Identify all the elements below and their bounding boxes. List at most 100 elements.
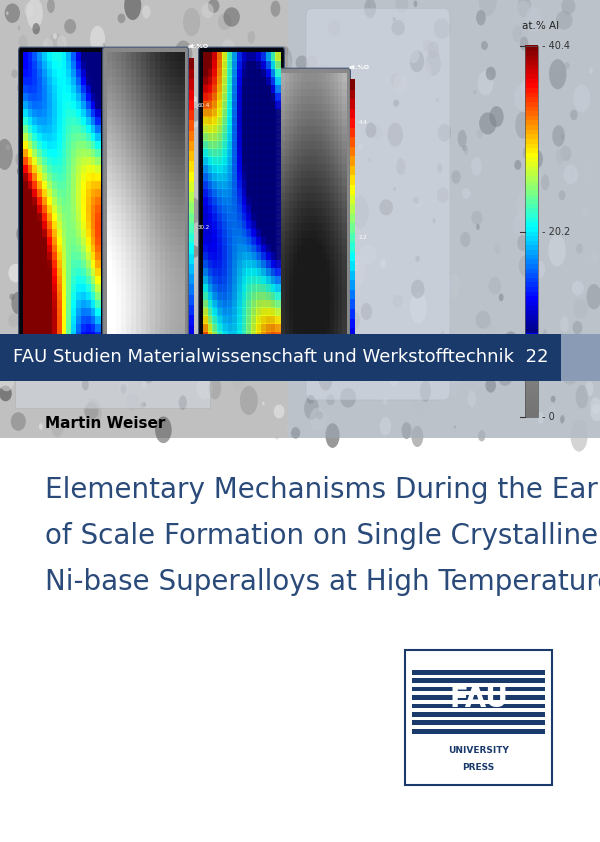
Bar — [86, 76, 91, 85]
Bar — [322, 81, 326, 89]
Bar — [251, 243, 257, 253]
Bar — [285, 178, 290, 186]
Bar — [285, 222, 290, 231]
Bar — [136, 100, 141, 109]
Bar — [81, 172, 86, 181]
Bar — [155, 68, 161, 77]
Bar — [42, 252, 47, 260]
Bar — [525, 46, 538, 417]
Bar — [305, 230, 310, 238]
Bar — [289, 178, 293, 186]
Bar — [297, 170, 302, 179]
Bar — [293, 103, 298, 111]
Bar — [305, 118, 310, 126]
Bar — [126, 140, 131, 149]
Bar — [247, 148, 252, 157]
Bar — [317, 215, 322, 223]
Ellipse shape — [488, 277, 501, 294]
Bar — [136, 188, 141, 197]
Ellipse shape — [136, 283, 149, 308]
Bar — [62, 84, 67, 93]
Bar — [126, 172, 131, 181]
Bar — [285, 163, 290, 171]
Bar — [136, 211, 141, 221]
Bar — [121, 204, 127, 212]
Bar — [37, 339, 43, 349]
Bar — [121, 172, 127, 181]
Bar — [208, 316, 213, 324]
Bar — [236, 355, 242, 365]
Ellipse shape — [293, 227, 297, 234]
Bar — [301, 141, 306, 148]
Bar — [155, 243, 161, 253]
Bar — [314, 274, 318, 283]
Bar — [28, 268, 33, 276]
Ellipse shape — [514, 85, 529, 110]
Bar — [317, 185, 322, 194]
Bar — [247, 140, 252, 149]
Bar — [208, 164, 213, 173]
Bar — [116, 164, 122, 173]
Ellipse shape — [570, 109, 578, 120]
Bar — [261, 164, 266, 173]
Bar — [297, 312, 302, 320]
Text: UNIVERSITY: UNIVERSITY — [448, 746, 509, 755]
Bar — [189, 334, 194, 346]
Bar — [165, 84, 170, 93]
Bar — [71, 236, 77, 244]
Ellipse shape — [462, 188, 470, 199]
Bar — [116, 243, 122, 253]
Bar — [285, 207, 290, 216]
Bar — [266, 92, 271, 101]
Bar — [310, 207, 314, 216]
Bar — [151, 148, 156, 157]
Bar — [140, 52, 146, 61]
Bar — [131, 284, 136, 292]
Ellipse shape — [590, 397, 600, 414]
Bar — [32, 284, 38, 292]
Ellipse shape — [104, 148, 110, 156]
Bar — [275, 316, 281, 324]
Bar — [289, 163, 293, 171]
Bar — [71, 227, 77, 237]
Bar — [0, 334, 561, 381]
Ellipse shape — [318, 362, 333, 391]
Bar — [275, 156, 281, 165]
Ellipse shape — [320, 342, 322, 345]
Bar — [266, 164, 271, 173]
Ellipse shape — [517, 235, 527, 251]
Bar — [136, 116, 141, 125]
Ellipse shape — [586, 381, 593, 397]
Ellipse shape — [320, 171, 331, 188]
Bar — [71, 156, 77, 165]
Bar — [208, 156, 213, 165]
Bar — [317, 193, 322, 200]
Bar — [203, 252, 208, 260]
Bar — [236, 236, 242, 244]
Bar — [317, 267, 322, 275]
Bar — [271, 211, 276, 221]
Bar — [310, 252, 314, 260]
Bar — [525, 92, 538, 97]
Bar — [525, 281, 538, 287]
Bar — [136, 164, 141, 173]
Bar — [281, 133, 286, 141]
Bar — [271, 188, 276, 197]
Ellipse shape — [559, 190, 566, 200]
Bar — [165, 156, 170, 165]
Bar — [285, 274, 290, 283]
Bar — [126, 100, 131, 109]
Bar — [342, 312, 347, 320]
Bar — [151, 339, 156, 349]
Bar — [52, 52, 57, 61]
Bar — [189, 99, 194, 110]
Bar — [271, 220, 276, 228]
Bar — [314, 163, 318, 171]
Bar — [326, 178, 331, 186]
Ellipse shape — [492, 377, 499, 386]
Bar — [116, 204, 122, 212]
Bar — [32, 275, 38, 285]
Bar — [256, 164, 262, 173]
Ellipse shape — [562, 0, 575, 14]
Bar — [350, 251, 355, 261]
